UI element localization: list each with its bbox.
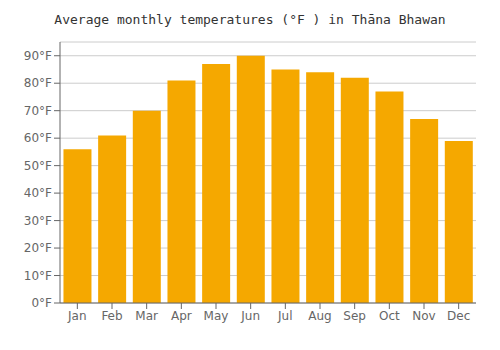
svg-text:Jul: Jul [277,309,292,323]
svg-text:70°F: 70°F [24,104,52,118]
svg-text:50°F: 50°F [24,159,52,173]
svg-text:Jun: Jun [240,309,260,323]
svg-text:Aug: Aug [308,309,331,323]
svg-text:10°F: 10°F [24,269,52,283]
svg-text:Feb: Feb [101,309,122,323]
svg-text:20°F: 20°F [24,241,52,255]
svg-text:Dec: Dec [447,309,470,323]
svg-text:30°F: 30°F [24,214,52,228]
svg-text:Sep: Sep [343,309,366,323]
svg-text:May: May [204,309,229,323]
svg-text:40°F: 40°F [24,186,52,200]
html-text:Average monthly temperatures (: Average monthly temperatures (°F ) in Th… [54,12,446,27]
svg-text:Nov: Nov [412,309,435,323]
svg-text:60°F: 60°F [24,131,52,145]
svg-text:0°F: 0°F [31,296,52,310]
svg-text:80°F: 80°F [24,76,52,90]
svg-text:90°F: 90°F [24,49,52,63]
svg-text:Mar: Mar [135,309,158,323]
svg-text:Apr: Apr [171,309,192,323]
svg-text:Jan: Jan [67,309,87,323]
svg-text:Oct: Oct [379,309,400,323]
